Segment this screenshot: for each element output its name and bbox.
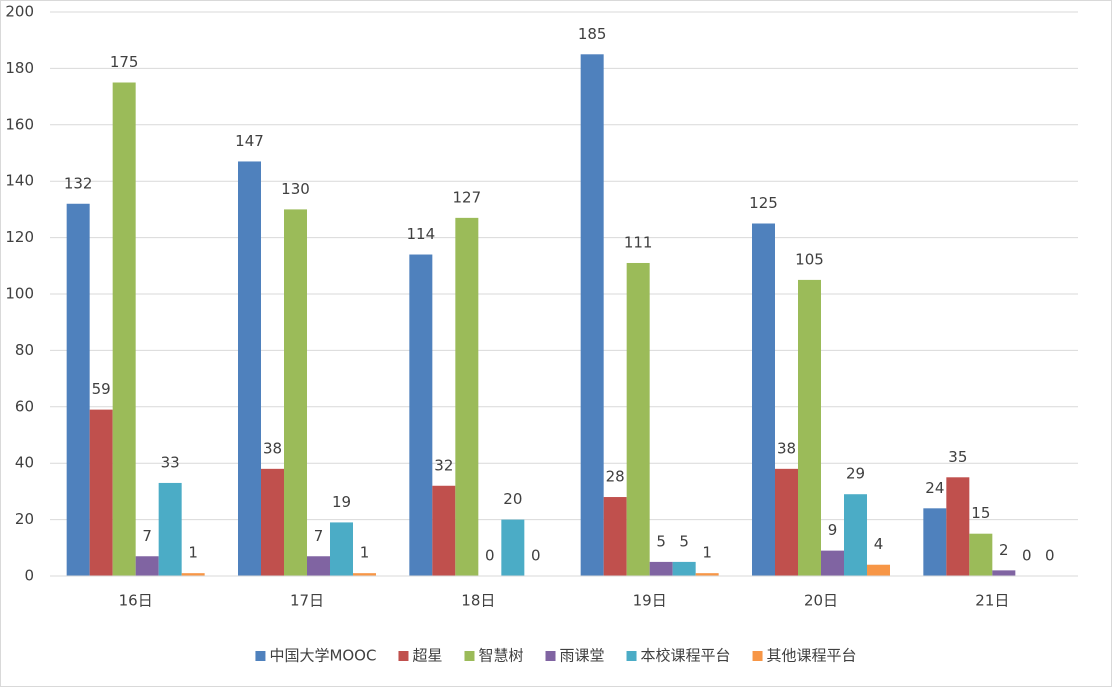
x-tick-label: 18日 xyxy=(461,592,495,610)
data-label: 130 xyxy=(281,180,310,198)
data-label: 1 xyxy=(188,544,198,562)
data-label: 24 xyxy=(925,479,944,497)
data-label: 175 xyxy=(110,53,139,71)
data-label: 38 xyxy=(777,439,796,457)
y-tick-label: 160 xyxy=(5,115,34,133)
bar xyxy=(626,262,650,576)
data-label: 0 xyxy=(531,547,541,565)
data-label: 4 xyxy=(874,535,884,553)
data-label: 32 xyxy=(434,456,453,474)
data-label: 105 xyxy=(795,250,824,268)
bar xyxy=(238,161,261,576)
data-label: 7 xyxy=(142,527,152,545)
x-tick-label: 17日 xyxy=(290,592,324,610)
y-tick-label: 140 xyxy=(5,172,34,190)
bar xyxy=(135,556,159,576)
x-tick-label: 21日 xyxy=(975,592,1009,610)
bar xyxy=(992,570,1016,576)
data-label: 9 xyxy=(828,521,838,539)
data-label: 127 xyxy=(453,188,482,206)
bar xyxy=(307,556,330,576)
data-label: 59 xyxy=(92,380,111,398)
y-tick-label: 200 xyxy=(5,3,34,21)
data-label: 1 xyxy=(702,544,712,562)
bar xyxy=(672,561,696,576)
bar xyxy=(603,497,627,576)
data-label: 114 xyxy=(407,225,436,243)
x-tick-label: 16日 xyxy=(119,592,153,610)
bar xyxy=(330,522,353,576)
y-tick-label: 60 xyxy=(15,397,34,415)
bar xyxy=(821,550,844,576)
y-tick-label: 40 xyxy=(15,454,34,472)
bar xyxy=(946,477,970,576)
bar xyxy=(455,217,479,577)
y-tick-label: 180 xyxy=(5,59,34,77)
data-label: 5 xyxy=(656,532,666,550)
legend-swatch xyxy=(752,651,763,661)
data-label: 147 xyxy=(235,132,264,150)
data-label: 132 xyxy=(64,174,93,192)
data-label: 29 xyxy=(846,465,865,483)
y-tick-label: 80 xyxy=(15,341,34,359)
legend-label: 超星 xyxy=(412,647,442,665)
legend-label: 其他课程平台 xyxy=(767,647,857,665)
data-label: 15 xyxy=(971,504,990,522)
legend-label: 智慧树 xyxy=(478,647,523,665)
y-tick-label: 0 xyxy=(24,567,34,585)
data-label: 111 xyxy=(624,233,653,251)
data-label: 1 xyxy=(360,544,370,562)
x-tick-label: 19日 xyxy=(633,592,667,610)
data-label: 125 xyxy=(749,194,778,212)
bar xyxy=(969,533,993,576)
data-label: 0 xyxy=(1022,547,1032,565)
bar xyxy=(752,223,775,576)
legend-swatch xyxy=(626,651,637,661)
data-label: 38 xyxy=(263,439,282,457)
data-label: 7 xyxy=(314,527,324,545)
bar xyxy=(181,573,205,576)
legend-swatch xyxy=(398,651,409,661)
bar xyxy=(923,508,947,576)
legend-swatch xyxy=(464,651,475,661)
bar xyxy=(66,203,90,576)
y-tick-label: 120 xyxy=(5,228,34,246)
bar xyxy=(649,561,673,576)
legend-label: 雨课堂 xyxy=(560,647,605,665)
data-label: 35 xyxy=(948,448,967,466)
bar xyxy=(261,468,284,576)
bar xyxy=(158,482,182,576)
y-tick-label: 100 xyxy=(5,285,34,303)
bar xyxy=(112,82,136,576)
legend-label: 本校课程平台 xyxy=(641,647,731,665)
bar xyxy=(89,409,113,576)
bar xyxy=(284,209,307,576)
bar xyxy=(775,468,798,576)
data-label: 20 xyxy=(503,490,522,508)
bar xyxy=(798,279,821,576)
bar xyxy=(501,519,525,576)
data-label: 5 xyxy=(679,532,689,550)
bar xyxy=(432,485,456,576)
y-tick-label: 20 xyxy=(15,510,34,528)
data-label: 33 xyxy=(161,453,180,471)
bar xyxy=(844,494,867,576)
legend-label: 中国大学MOOC xyxy=(269,647,376,665)
x-tick-label: 20日 xyxy=(804,592,838,610)
data-label: 185 xyxy=(578,25,607,43)
data-label: 28 xyxy=(606,468,625,486)
bar xyxy=(409,254,433,576)
data-label: 0 xyxy=(485,547,495,565)
bar xyxy=(695,573,719,576)
data-label: 0 xyxy=(1045,547,1055,565)
bar xyxy=(867,564,890,576)
legend-swatch xyxy=(545,651,556,661)
data-label: 2 xyxy=(999,541,1009,559)
bar xyxy=(580,54,604,577)
data-label: 19 xyxy=(332,493,351,511)
bar xyxy=(353,573,376,576)
legend-swatch xyxy=(255,651,266,661)
